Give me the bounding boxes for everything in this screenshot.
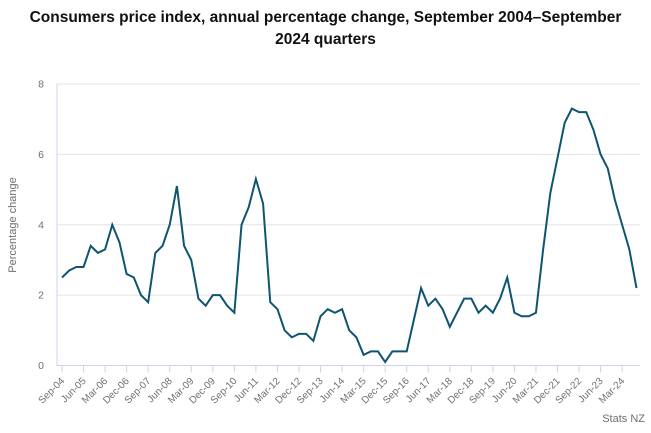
chart-title: Consumers price index, annual percentage… [29,9,622,48]
source-label: Stats NZ [602,413,645,425]
y-tick-label: 6 [38,149,44,161]
y-axis-title: Percentage change [7,177,19,272]
cpi-series-line [61,107,638,364]
x-axis-ticks [61,366,623,373]
y-tick-label: 8 [38,79,44,91]
y-tick-label: 0 [38,360,44,372]
y-tick-label: 4 [38,219,44,231]
y-axis-labels: 0 2 4 6 8 [38,79,44,373]
y-tick-label: 2 [38,290,44,302]
x-axis-labels: Sep-04Jun-05Mar-06Dec-06Sep-07Jun-08Mar-… [37,376,628,407]
gridlines [57,83,640,366]
